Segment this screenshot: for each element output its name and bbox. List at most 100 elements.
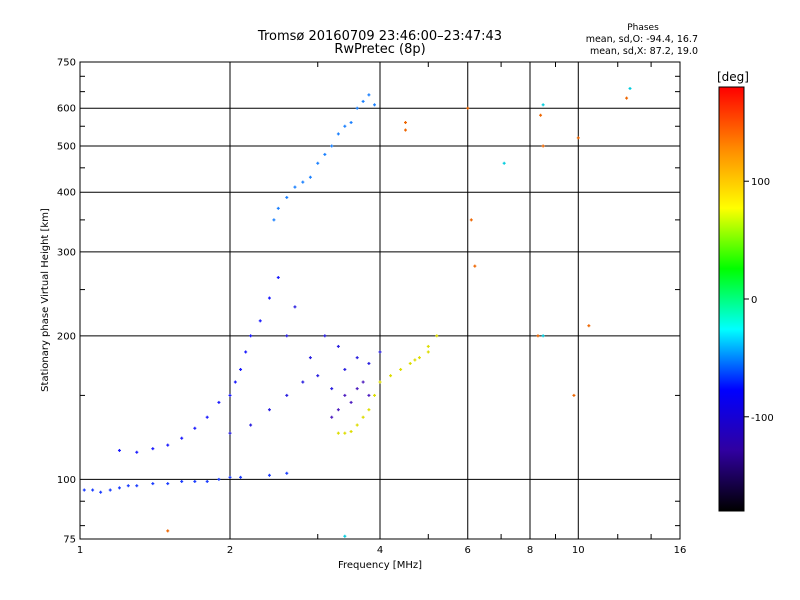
data-point <box>267 296 271 300</box>
data-point <box>466 106 470 110</box>
data-point <box>361 380 365 384</box>
data-point <box>228 431 232 435</box>
data-point <box>343 367 347 371</box>
data-point <box>108 488 112 492</box>
plot-frame <box>79 61 681 540</box>
data-point <box>117 486 121 490</box>
data-point <box>367 393 371 397</box>
data-point <box>473 264 477 268</box>
data-point <box>361 99 365 103</box>
y-axis-label: Stationary phase Virtual Height [km] <box>40 208 51 392</box>
axis-ticks: 1 2 4 6 8 10 16 75 100 200 300 400 500 600 750 <box>57 58 686 557</box>
data-point <box>239 475 243 479</box>
data-point <box>502 161 506 165</box>
data-point <box>217 477 221 481</box>
data-point <box>285 471 289 475</box>
chart-subtitle: RwPretec (8p) <box>334 42 425 57</box>
data-point <box>82 488 86 492</box>
data-point <box>373 393 377 397</box>
data-point <box>367 93 371 97</box>
data-point <box>541 103 545 107</box>
data-point <box>91 488 95 492</box>
stats-line-x: mean, sd,X: 87.2, 19.0 <box>590 46 698 57</box>
data-point <box>258 319 262 323</box>
plot-grid <box>80 62 680 539</box>
x-tick-label: 6 <box>465 545 471 556</box>
data-point <box>180 479 184 483</box>
y-tick-label: 500 <box>57 141 76 152</box>
data-point <box>239 367 243 371</box>
data-point <box>349 430 353 434</box>
colorbar: [deg] 100 0 -100 <box>717 70 774 512</box>
y-tick-label: 600 <box>57 104 76 115</box>
data-point <box>343 534 347 538</box>
data-point <box>117 448 121 452</box>
data-point <box>330 144 334 148</box>
data-point <box>367 408 371 412</box>
data-point <box>541 144 545 148</box>
data-points <box>82 86 632 538</box>
data-point <box>308 175 312 179</box>
data-point <box>408 361 412 365</box>
data-point <box>126 484 130 488</box>
data-point <box>285 393 289 397</box>
data-point <box>166 443 170 447</box>
data-point <box>389 374 393 378</box>
data-point <box>135 450 139 454</box>
colorbar-label: [deg] <box>717 70 749 84</box>
data-point <box>205 415 209 419</box>
data-point <box>228 393 232 397</box>
data-point <box>293 305 297 309</box>
data-point <box>361 415 365 419</box>
y-tick-label: 200 <box>57 331 76 342</box>
data-point <box>316 161 320 165</box>
data-point <box>343 124 347 128</box>
data-point <box>355 387 359 391</box>
data-point <box>193 479 197 483</box>
data-point <box>323 334 327 338</box>
data-point <box>426 344 430 348</box>
data-point <box>244 350 248 354</box>
data-point <box>276 276 280 280</box>
data-point <box>539 113 543 117</box>
x-tick-label: 8 <box>527 545 533 556</box>
data-point <box>349 400 353 404</box>
colorbar-strip <box>718 86 745 512</box>
chart-title: Tromsø 20160709 23:46:00–23:47:43 <box>257 29 502 44</box>
data-point <box>249 423 253 427</box>
data-point <box>343 393 347 397</box>
y-tick-label: 100 <box>57 475 76 486</box>
stats-heading: Phases <box>627 23 659 33</box>
data-point <box>576 136 580 140</box>
data-point <box>205 479 209 483</box>
x-tick-label: 16 <box>674 545 687 556</box>
data-point <box>285 195 289 199</box>
data-point <box>367 361 371 365</box>
data-point <box>301 380 305 384</box>
data-point <box>151 447 155 451</box>
data-point <box>308 356 312 360</box>
data-point <box>272 218 276 222</box>
data-point <box>336 344 340 348</box>
data-point <box>180 436 184 440</box>
x-tick-label: 10 <box>572 545 585 556</box>
data-point <box>336 408 340 412</box>
colorbar-tick-label: -100 <box>751 413 774 424</box>
x-tick-label: 2 <box>227 545 233 556</box>
data-point <box>417 356 421 360</box>
data-point <box>99 490 103 494</box>
data-point <box>330 387 334 391</box>
data-point <box>166 482 170 486</box>
data-point <box>135 484 139 488</box>
y-tick-label: 300 <box>57 247 76 258</box>
data-point <box>349 121 353 125</box>
data-point <box>469 218 473 222</box>
data-point <box>403 128 407 132</box>
data-point <box>233 380 237 384</box>
colorbar-tick-label: 0 <box>751 295 757 306</box>
data-point <box>267 408 271 412</box>
x-axis-label: Frequency [MHz] <box>338 560 422 571</box>
x-tick-label: 1 <box>77 545 83 556</box>
data-point <box>403 121 407 125</box>
data-point <box>249 334 253 338</box>
